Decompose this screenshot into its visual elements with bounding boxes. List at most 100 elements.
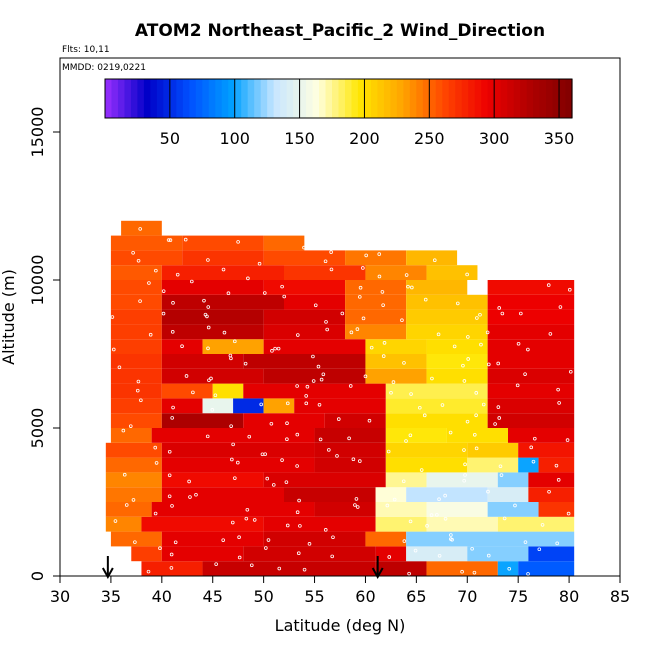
observation-dot (249, 563, 254, 568)
observation-dot (203, 312, 208, 317)
observation-dot (170, 504, 174, 508)
observation-dot (295, 384, 299, 388)
observation-dot (557, 401, 561, 405)
observation-dot (169, 552, 174, 557)
observation-dot (497, 306, 502, 310)
observation-dot (277, 566, 282, 571)
heatmap-cell (284, 294, 346, 310)
observation-dot (450, 537, 454, 542)
heatmap-cell (161, 487, 284, 502)
heatmap-cell (406, 294, 488, 310)
observation-dot (357, 295, 362, 299)
heatmap-cell (263, 516, 376, 532)
observation-dot (437, 497, 441, 502)
x-tick-label: 50 (253, 587, 273, 606)
observation-dot (474, 391, 479, 395)
colorbar-segment (396, 79, 404, 118)
observation-dot (147, 281, 151, 285)
colorbar-segment (105, 79, 113, 118)
observation-dot (407, 571, 411, 576)
heatmap-cell (105, 487, 162, 502)
heatmap-cell (385, 383, 488, 399)
observation-dot (474, 446, 479, 451)
observation-dot (443, 493, 447, 498)
heatmap-cell (233, 398, 264, 414)
observation-dot (404, 273, 409, 277)
observation-dot (329, 250, 333, 254)
observation-dot (463, 473, 467, 477)
heatmap-cell (263, 339, 366, 354)
colorbar-segment (533, 79, 541, 118)
observation-dot (472, 432, 477, 437)
chart-title: ATOM2 Northeast_Pacific_2 Wind_Direction (135, 21, 545, 41)
colorbar-segment (507, 79, 515, 118)
heatmap-cell (426, 265, 478, 280)
observation-dot (117, 365, 122, 370)
observation-dot (263, 452, 268, 456)
heatmap-cell (385, 413, 488, 428)
observation-dot (317, 402, 322, 407)
observation-dot (206, 325, 211, 330)
observation-dot (161, 311, 166, 316)
observation-dot (180, 344, 184, 349)
observation-dot (304, 394, 308, 398)
colorbar-segment (357, 79, 366, 118)
heatmap-cell (110, 368, 162, 384)
heatmap-cell (243, 354, 366, 369)
colorbar-segment (241, 79, 249, 118)
observation-dot (382, 341, 387, 345)
colorbar-segment (468, 79, 476, 118)
heatmap-cell (426, 516, 498, 532)
heatmap-cell (105, 442, 162, 458)
observation-dot (138, 299, 142, 303)
heatmap-cell (294, 398, 386, 414)
observation-dots (110, 227, 573, 576)
observation-dot (221, 538, 226, 542)
observation-dot (435, 513, 439, 517)
heatmap-cell (161, 383, 213, 399)
observation-dot (324, 320, 328, 324)
colorbar-segment (422, 79, 430, 118)
observation-dot (146, 569, 151, 574)
observation-dot (325, 327, 329, 332)
observation-dot (547, 489, 551, 494)
y-tick-label: 15000 (28, 107, 47, 158)
heatmap-cell (110, 280, 162, 295)
observation-dot (330, 554, 335, 559)
observation-dot (381, 303, 385, 307)
heatmap-cell (263, 280, 346, 295)
heatmap-cell (508, 428, 575, 443)
heatmap-cell (182, 235, 264, 251)
observation-dot (381, 354, 386, 358)
observation-dot (486, 489, 490, 494)
heatmap-cell (141, 516, 264, 532)
heatmap-cell (151, 502, 315, 517)
observation-dot (311, 379, 316, 383)
heatmap-cell (141, 561, 203, 576)
x-tick-label: 85 (610, 587, 630, 606)
observation-dot (369, 345, 374, 350)
x-tick-label: 55 (304, 587, 324, 606)
colorbar-segment (124, 79, 132, 118)
colorbar-segment (150, 79, 158, 118)
heatmap-cell (131, 546, 162, 562)
arrow-head (371, 567, 384, 580)
observation-dot (470, 546, 474, 551)
observation-dot (230, 457, 234, 462)
observation-dot (304, 401, 309, 406)
observation-dot (507, 566, 512, 571)
observation-dot (529, 445, 534, 450)
heatmap-cell (538, 457, 575, 473)
observation-dot (285, 523, 290, 528)
observation-dot (546, 283, 551, 287)
observation-dot (311, 354, 315, 359)
observation-dot (321, 372, 326, 377)
heatmap-cell (243, 546, 376, 562)
observation-dot (496, 405, 501, 409)
observation-dot (226, 291, 231, 296)
observation-dot (568, 369, 573, 374)
heatmap-cell (110, 354, 162, 369)
colorbar-segment (332, 79, 340, 118)
observation-dot (171, 301, 175, 305)
heatmap-cell (385, 398, 488, 414)
